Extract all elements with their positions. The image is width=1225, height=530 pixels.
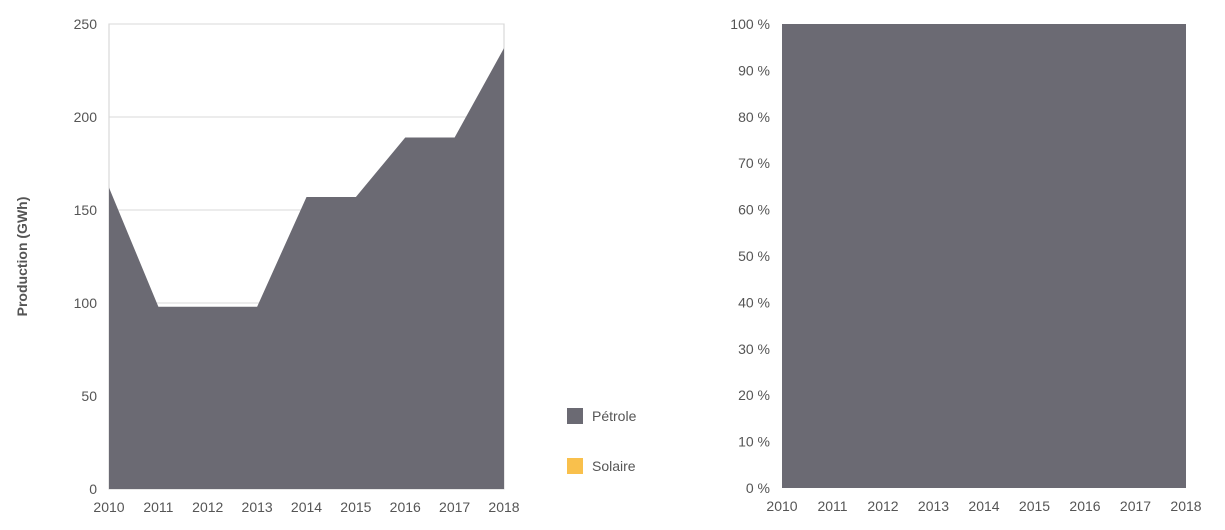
y-tick-label: 100 [74,295,98,311]
x-tick-label: 2015 [1019,498,1050,514]
x-tick-label: 2015 [340,499,371,515]
y-tick-label: 10 % [738,434,770,450]
x-tick-label: 2013 [242,499,273,515]
y-tick-label: 60 % [738,202,770,218]
x-tick-label: 2014 [968,498,999,514]
x-tick-label: 2010 [93,499,124,515]
y-tick-label: 20 % [738,387,770,403]
y-tick-label: 100 % [730,16,770,32]
area-series-petrole [109,48,504,490]
y-tick-label: 0 % [746,480,770,496]
legend-swatch-solaire [567,458,583,474]
y-tick-label: 50 % [738,248,770,264]
area-series-petrole [782,24,1186,488]
legend: Pétrole Solaire [567,408,637,474]
x-tick-label: 2011 [817,498,847,514]
y-tick-label: 0 [89,481,97,497]
x-tick-label: 2010 [766,498,797,514]
x-tick-label: 2012 [192,499,223,515]
y-tick-label: 80 % [738,109,770,125]
x-tick-label: 2017 [1120,498,1151,514]
legend-label-petrole: Pétrole [592,408,637,424]
y-tick-label: 250 [74,16,98,32]
y-tick-label: 150 [74,202,98,218]
y-axis-title: Production (GWh) [14,197,30,317]
legend-swatch-petrole [567,408,583,424]
y-tick-label: 90 % [738,62,770,78]
y-tick-label: 40 % [738,294,770,310]
x-tick-label: 2017 [439,499,470,515]
y-tick-label: 200 [74,109,98,125]
percent-share-chart: 0 % 10 % 20 % 30 % 40 % 50 % 60 % 70 % 80 % 90 % 1… [730,16,1201,514]
x-tick-label: 2014 [291,499,322,515]
x-tick-label: 2011 [143,499,173,515]
y-tick-label: 50 [81,388,97,404]
legend-label-solaire: Solaire [592,458,636,474]
y-tick-label: 70 % [738,155,770,171]
x-tick-label: 2018 [1170,498,1201,514]
y-tick-label: 30 % [738,341,770,357]
absolute-production-chart: 0 50 100 150 200 250 2010 2011 2012 2013 2014 2015 2… [14,16,520,515]
x-tick-label: 2018 [488,499,519,515]
x-tick-label: 2016 [390,499,421,515]
x-tick-label: 2013 [918,498,949,514]
x-tick-label: 2012 [867,498,898,514]
x-tick-label: 2016 [1069,498,1100,514]
